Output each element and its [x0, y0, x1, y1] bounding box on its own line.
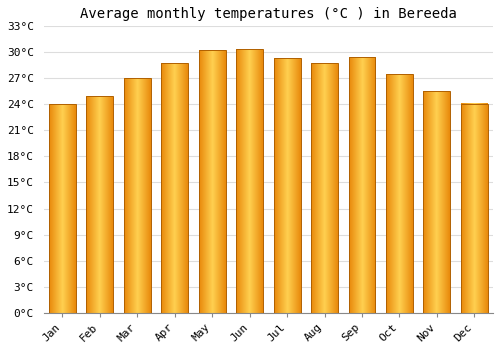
Bar [198, 50, 226, 313]
Bar [86, 96, 114, 313]
Bar [162, 63, 188, 313]
Bar [348, 57, 376, 313]
Bar [461, 104, 488, 313]
Bar [124, 78, 151, 313]
Bar [311, 63, 338, 313]
Bar [424, 91, 450, 313]
Bar [236, 49, 263, 313]
Bar [274, 58, 300, 313]
Bar [386, 74, 413, 313]
Title: Average monthly temperatures (°C ) in Bereeda: Average monthly temperatures (°C ) in Be… [80, 7, 457, 21]
Bar [49, 104, 76, 313]
